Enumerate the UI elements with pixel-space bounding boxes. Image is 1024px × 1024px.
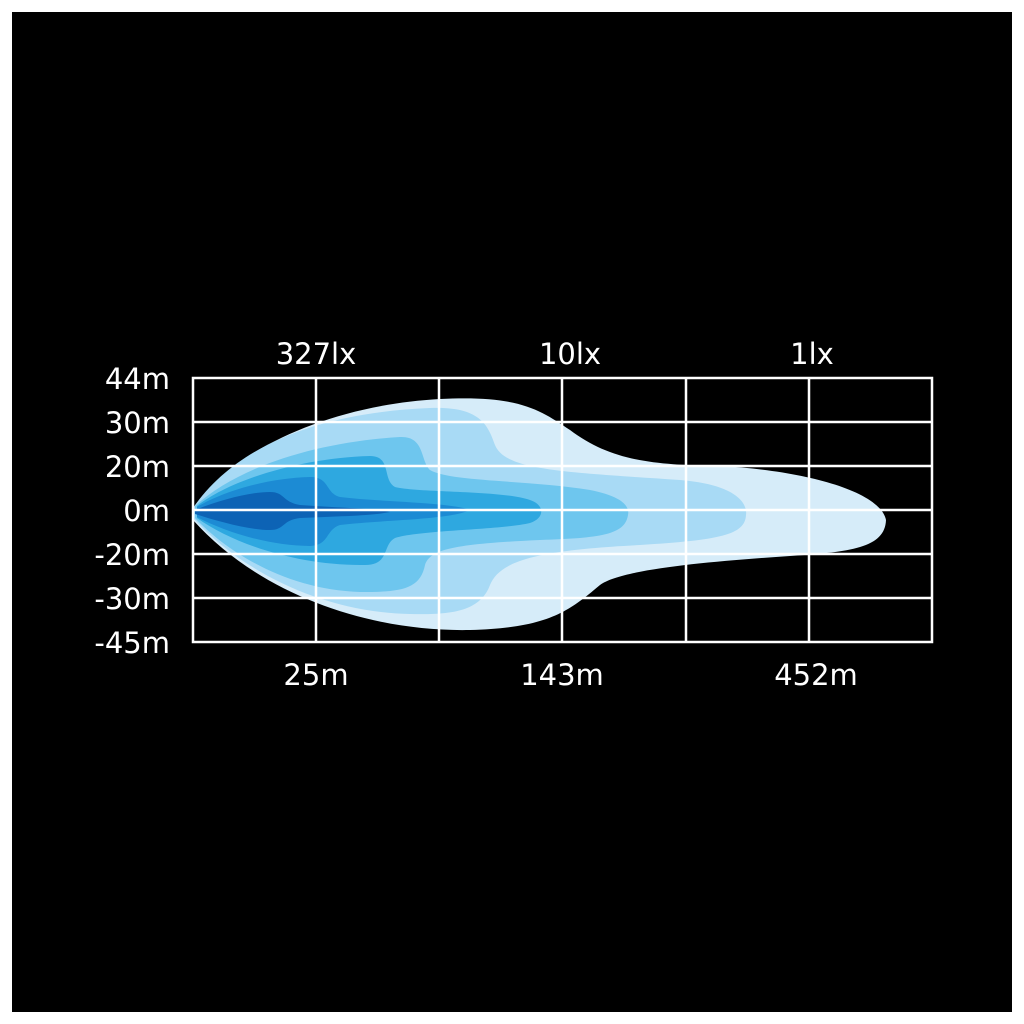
y-tick-label: -45m — [94, 626, 170, 660]
lux-label: 10lx — [539, 337, 601, 371]
distance-label: 143m — [520, 658, 604, 692]
y-tick-label: -20m — [94, 538, 170, 572]
distance-label: 25m — [283, 658, 348, 692]
y-tick-label: -30m — [94, 582, 170, 616]
grid — [191, 376, 934, 644]
distance-label: 452m — [774, 658, 858, 692]
y-tick-label: 0m — [123, 494, 170, 528]
y-tick-label: 44m — [105, 362, 170, 396]
y-tick-label: 30m — [105, 406, 170, 440]
lux-label: 1lx — [790, 337, 834, 371]
lux-label: 327lx — [276, 337, 357, 371]
beam-layers — [193, 398, 886, 631]
y-tick-label: 20m — [105, 450, 170, 484]
